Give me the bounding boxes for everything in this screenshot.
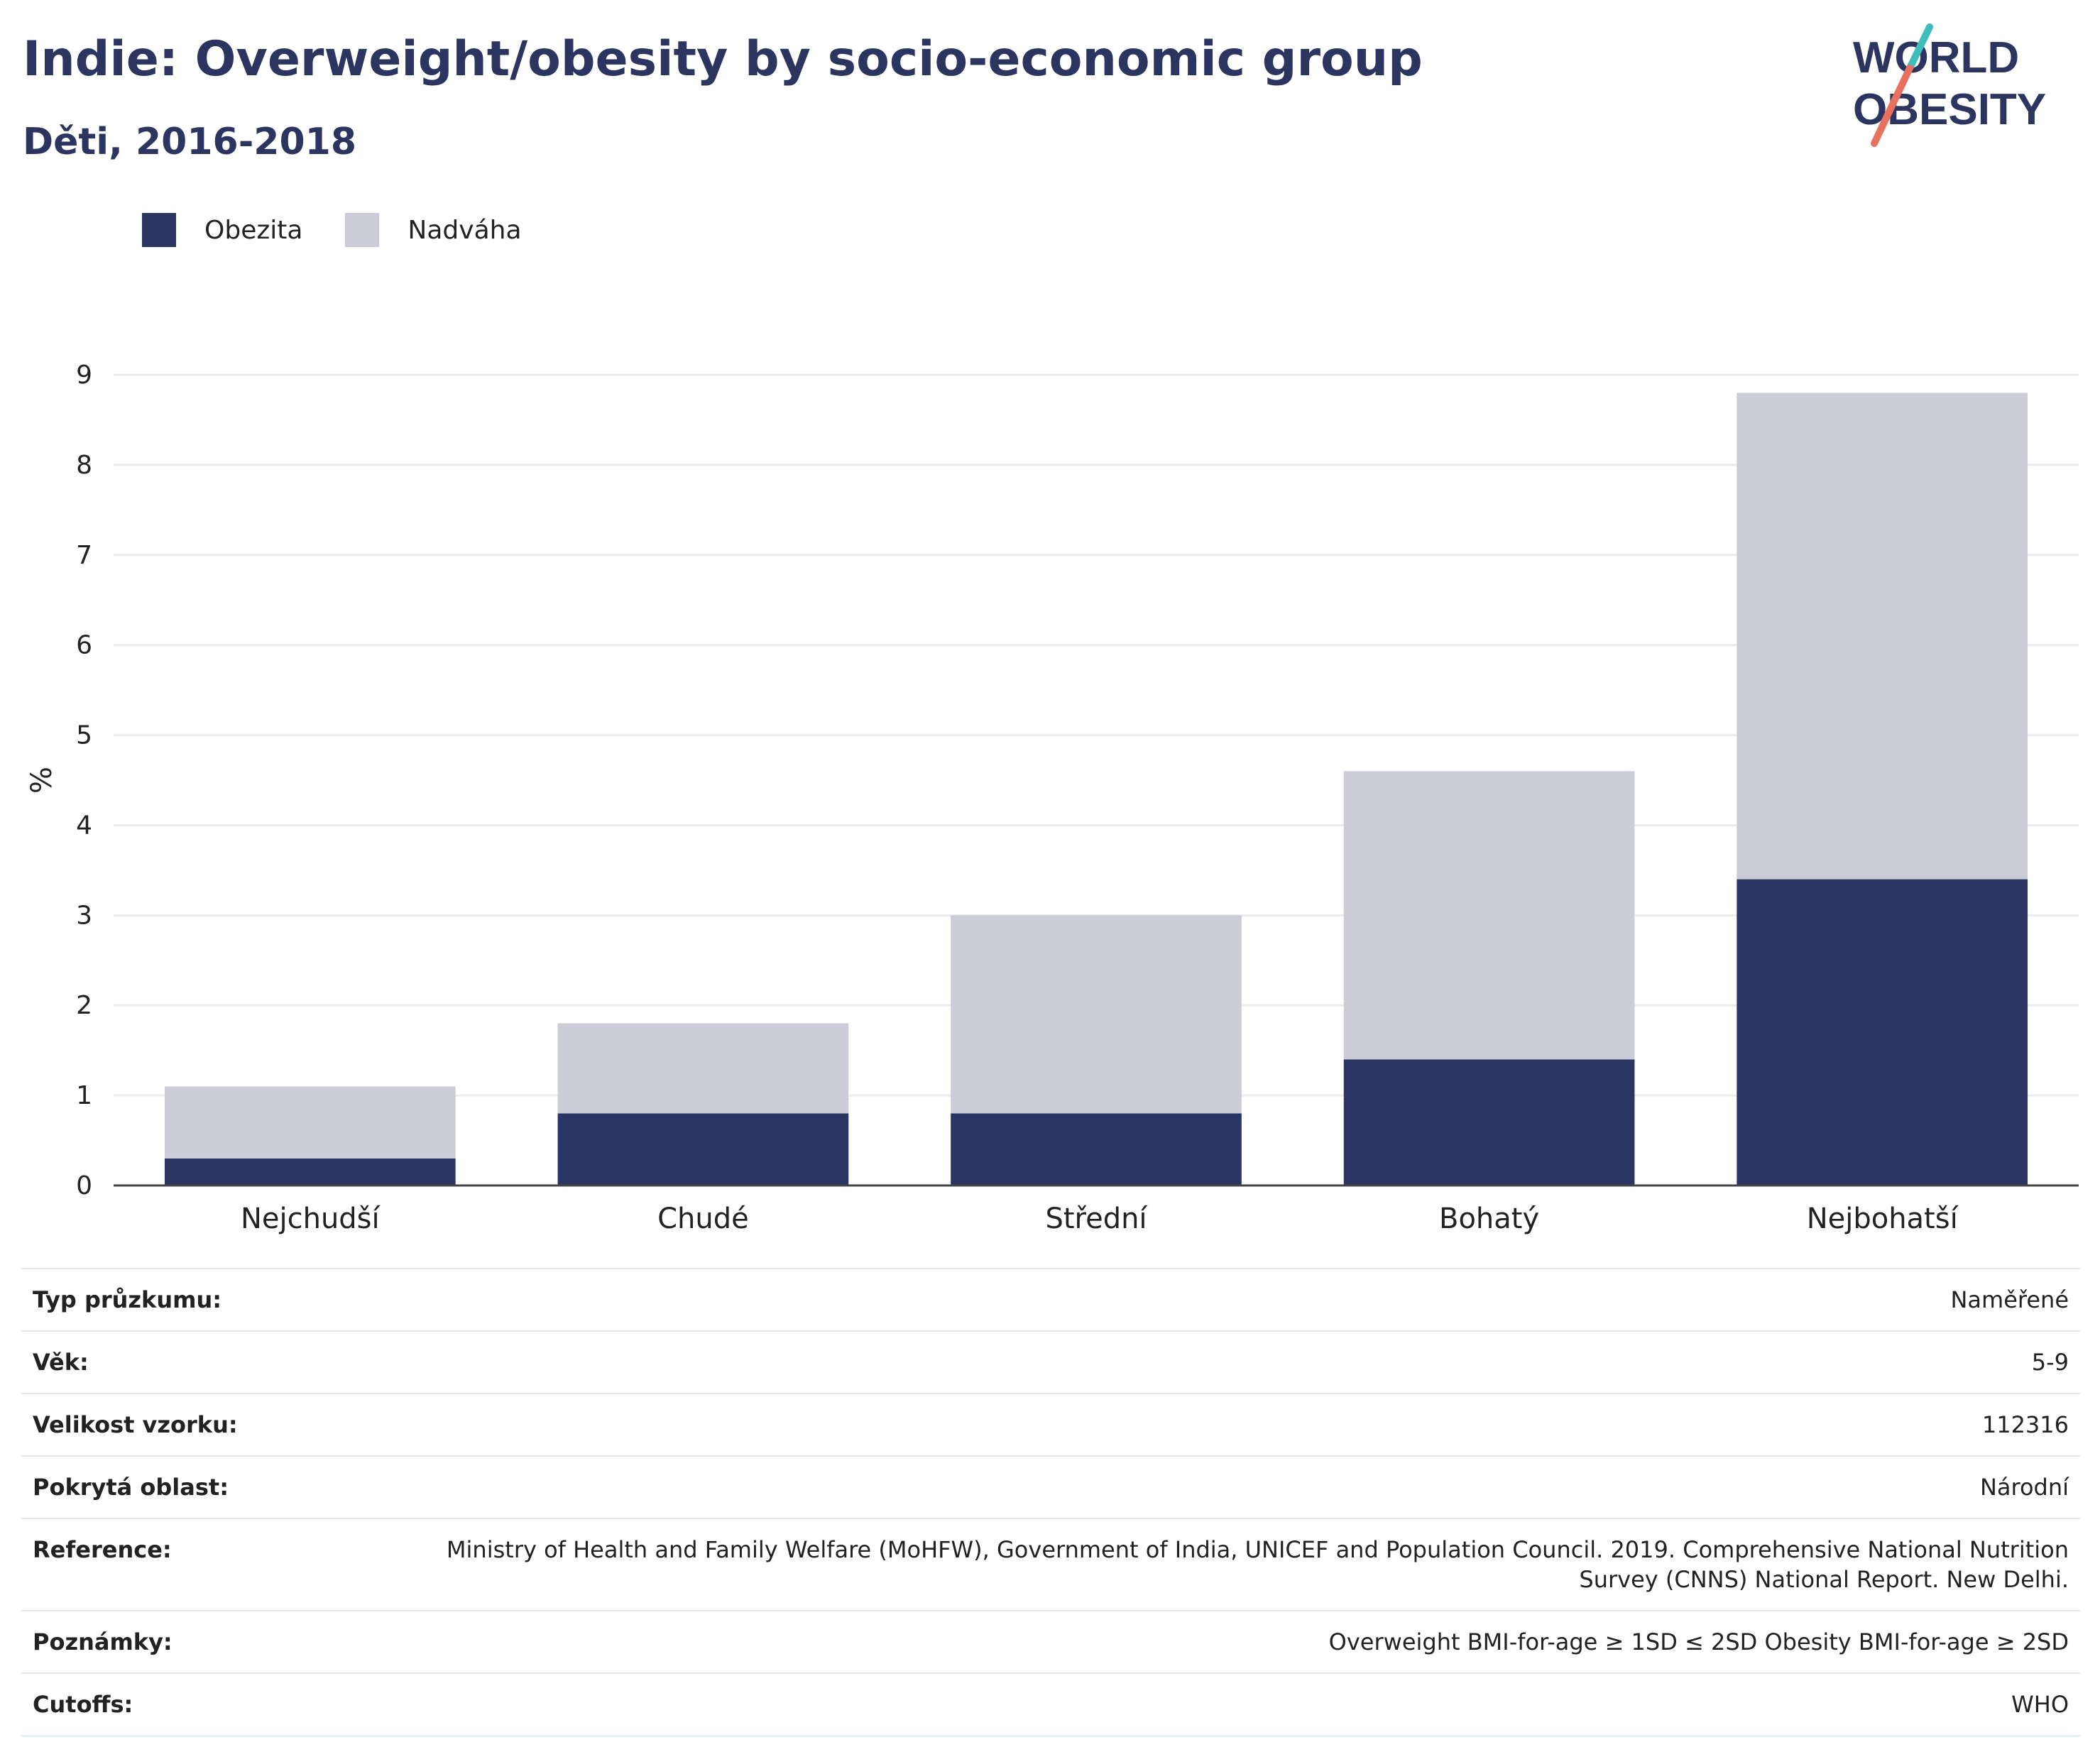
- meta-value: 112316: [1981, 1411, 2069, 1438]
- stacked-bar-chart: 0 1 2 3 4 5 6 7 8 9% Nejchudší Chudé Střední Bohatý Ne…: [26, 361, 2079, 1235]
- chart-subtitle: Děti, 2016-2018: [23, 121, 357, 163]
- legend-label-overweight: Nadváha: [408, 215, 522, 245]
- meta-row-age: Věk: 5-9: [21, 1332, 2080, 1394]
- y-tick-label: 9: [76, 361, 92, 390]
- meta-label: Typ průzkumu:: [33, 1286, 222, 1313]
- meta-value: Naměřené: [1950, 1286, 2069, 1313]
- meta-value: Ministry of Health and Family Welfare (M…: [446, 1536, 2069, 1593]
- x-tick-label: Střední: [1045, 1203, 1148, 1235]
- y-tick-label: 5: [76, 721, 92, 750]
- y-tick-label: 8: [76, 451, 92, 480]
- legend-swatch-obesity: [142, 213, 176, 247]
- meta-value: Overweight BMI-for-age ≥ 1SD ≤ 2SD Obesi…: [1328, 1628, 2069, 1655]
- meta-label: Poznámky:: [33, 1628, 173, 1655]
- bar-segment-overweight: [164, 1086, 456, 1159]
- world-obesity-logo: WORLD OBESITY: [1853, 23, 2046, 147]
- meta-value: 5-9: [2031, 1349, 2069, 1376]
- meta-row-survey-type: Typ průzkumu: Naměřené: [21, 1269, 2080, 1332]
- meta-row-cutoffs: Cutoffs: WHO: [21, 1674, 2080, 1737]
- y-tick-label: 0: [76, 1171, 92, 1200]
- chart-title: Indie: Overweight/obesity by socio-econo…: [23, 31, 1423, 87]
- meta-label: Velikost vzorku:: [33, 1411, 238, 1438]
- bar-segment-obesity: [1737, 879, 2028, 1185]
- bar-segment-obesity: [557, 1113, 849, 1185]
- meta-label: Cutoffs:: [33, 1691, 133, 1718]
- y-tick-label: 3: [76, 901, 92, 930]
- bar-segment-obesity: [951, 1113, 1242, 1185]
- x-tick-label: Bohatý: [1439, 1203, 1539, 1235]
- meta-row-area: Pokrytá oblast: Národní: [21, 1457, 2080, 1519]
- y-tick-label: 1: [76, 1081, 92, 1110]
- meta-row-sample-size: Velikost vzorku: 112316: [21, 1394, 2080, 1457]
- legend-item-obesity: Obezita: [142, 213, 302, 247]
- bar-segment-overweight: [1343, 771, 1635, 1060]
- x-tick-label: Chudé: [657, 1203, 749, 1235]
- legend-swatch-overweight: [345, 213, 380, 247]
- survey-metadata-table: Typ průzkumu: Naměřené Věk: 5-9 Velikost…: [21, 1268, 2080, 1737]
- meta-label: Věk:: [33, 1349, 89, 1376]
- meta-value: WHO: [2011, 1691, 2069, 1718]
- logo-slash-bottom: [1871, 65, 1913, 147]
- meta-label: Pokrytá oblast:: [33, 1474, 229, 1501]
- y-tick-label: 6: [76, 631, 92, 660]
- logo-line1: WORLD: [1853, 33, 2019, 82]
- chart-legend: Obezita Nadváha: [142, 213, 564, 247]
- meta-row-reference: Reference: Ministry of Health and Family…: [21, 1519, 2080, 1611]
- y-tick-label: 7: [76, 541, 92, 570]
- bar-segment-overweight: [1737, 393, 2028, 880]
- logo-slash-top: [1906, 23, 1933, 72]
- legend-label-obesity: Obezita: [204, 215, 303, 245]
- bar-segment-overweight: [557, 1023, 849, 1114]
- meta-value: Národní: [1979, 1474, 2069, 1501]
- bar-segment-obesity: [164, 1158, 456, 1185]
- x-tick-label: Nejbohatší: [1807, 1203, 1959, 1235]
- y-tick-label: 4: [76, 811, 92, 840]
- x-tick-label: Nejchudší: [241, 1203, 381, 1235]
- bar-segment-overweight: [951, 915, 1242, 1114]
- bar-segment-obesity: [1343, 1059, 1635, 1185]
- meta-label: Reference:: [33, 1536, 172, 1563]
- meta-row-notes: Poznámky: Overweight BMI-for-age ≥ 1SD ≤…: [21, 1611, 2080, 1674]
- y-tick-label: 2: [76, 991, 92, 1020]
- legend-item-overweight: Nadváha: [345, 213, 522, 247]
- y-axis-label: %: [26, 767, 58, 794]
